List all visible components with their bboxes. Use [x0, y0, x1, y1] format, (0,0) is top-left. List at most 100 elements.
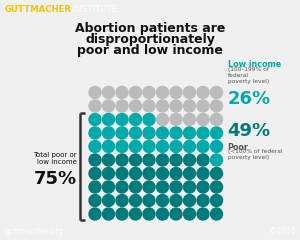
Text: poor and low income: poor and low income	[77, 44, 223, 57]
Circle shape	[103, 181, 115, 193]
Text: Total poor or
low income: Total poor or low income	[33, 152, 77, 165]
Circle shape	[116, 100, 128, 112]
Circle shape	[211, 127, 223, 139]
Text: 75%: 75%	[34, 170, 77, 188]
Circle shape	[211, 194, 223, 206]
Circle shape	[157, 154, 169, 166]
Circle shape	[211, 208, 223, 220]
Circle shape	[103, 154, 115, 166]
Text: Low income: Low income	[227, 60, 281, 69]
Circle shape	[157, 181, 169, 193]
Circle shape	[197, 194, 209, 206]
Circle shape	[170, 194, 182, 206]
Circle shape	[184, 127, 196, 139]
Circle shape	[184, 140, 196, 152]
Circle shape	[143, 181, 155, 193]
Circle shape	[103, 100, 115, 112]
Circle shape	[130, 208, 142, 220]
Circle shape	[170, 114, 182, 126]
Circle shape	[116, 114, 128, 126]
Circle shape	[197, 100, 209, 112]
Circle shape	[197, 181, 209, 193]
Circle shape	[157, 127, 169, 139]
Circle shape	[197, 86, 209, 98]
Circle shape	[103, 168, 115, 180]
Circle shape	[157, 168, 169, 180]
Circle shape	[197, 168, 209, 180]
Circle shape	[211, 100, 223, 112]
Circle shape	[89, 86, 101, 98]
Circle shape	[103, 194, 115, 206]
Circle shape	[184, 100, 196, 112]
Text: Abortion patients are: Abortion patients are	[75, 22, 225, 35]
Circle shape	[170, 208, 182, 220]
Circle shape	[89, 127, 101, 139]
Circle shape	[211, 181, 223, 193]
Circle shape	[184, 194, 196, 206]
Circle shape	[184, 181, 196, 193]
Text: ©2016: ©2016	[269, 227, 296, 235]
Circle shape	[116, 140, 128, 152]
Circle shape	[89, 154, 101, 166]
Circle shape	[116, 194, 128, 206]
Circle shape	[89, 181, 101, 193]
Circle shape	[130, 100, 142, 112]
Circle shape	[143, 168, 155, 180]
Circle shape	[89, 194, 101, 206]
Text: Poor: Poor	[227, 143, 248, 152]
Circle shape	[103, 114, 115, 126]
Circle shape	[170, 127, 182, 139]
Circle shape	[116, 127, 128, 139]
Circle shape	[197, 208, 209, 220]
Circle shape	[103, 86, 115, 98]
Circle shape	[211, 114, 223, 126]
Text: GUTTMACHER: GUTTMACHER	[4, 6, 71, 14]
Circle shape	[157, 86, 169, 98]
Circle shape	[143, 140, 155, 152]
Circle shape	[130, 140, 142, 152]
Circle shape	[103, 140, 115, 152]
Circle shape	[170, 86, 182, 98]
Circle shape	[89, 168, 101, 180]
Circle shape	[184, 114, 196, 126]
Circle shape	[211, 86, 223, 98]
Circle shape	[143, 208, 155, 220]
Text: guttmacher.org: guttmacher.org	[4, 227, 64, 235]
Circle shape	[103, 127, 115, 139]
Circle shape	[170, 168, 182, 180]
Circle shape	[184, 154, 196, 166]
Text: (<100% of federal
poverty level): (<100% of federal poverty level)	[227, 149, 282, 160]
Circle shape	[103, 208, 115, 220]
Circle shape	[184, 86, 196, 98]
Circle shape	[130, 168, 142, 180]
Circle shape	[197, 154, 209, 166]
Text: disproportionately: disproportionately	[85, 33, 215, 46]
Circle shape	[211, 140, 223, 152]
Circle shape	[116, 154, 128, 166]
Circle shape	[116, 181, 128, 193]
Circle shape	[130, 86, 142, 98]
Text: 49%: 49%	[227, 122, 271, 140]
Circle shape	[89, 140, 101, 152]
Circle shape	[116, 208, 128, 220]
Circle shape	[170, 100, 182, 112]
Circle shape	[130, 154, 142, 166]
Circle shape	[170, 140, 182, 152]
Circle shape	[170, 181, 182, 193]
Text: INSTITUTE: INSTITUTE	[70, 6, 118, 14]
Circle shape	[157, 208, 169, 220]
Circle shape	[143, 127, 155, 139]
Circle shape	[211, 154, 223, 166]
Circle shape	[89, 208, 101, 220]
Circle shape	[197, 140, 209, 152]
Circle shape	[197, 127, 209, 139]
Circle shape	[197, 114, 209, 126]
Circle shape	[89, 114, 101, 126]
Circle shape	[116, 86, 128, 98]
Circle shape	[130, 127, 142, 139]
Circle shape	[143, 194, 155, 206]
Circle shape	[130, 194, 142, 206]
Circle shape	[170, 154, 182, 166]
Circle shape	[157, 194, 169, 206]
Circle shape	[184, 168, 196, 180]
